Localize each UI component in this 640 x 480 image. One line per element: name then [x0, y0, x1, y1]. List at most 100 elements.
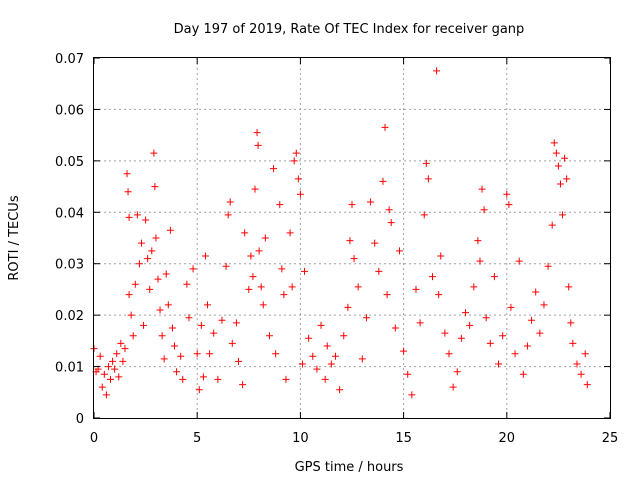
axis-ticks — [93, 57, 611, 419]
y-tick-label: 0 — [76, 412, 84, 427]
data-point — [111, 365, 119, 373]
data-point — [278, 265, 286, 273]
data-point — [424, 175, 432, 183]
data-point — [170, 342, 178, 350]
data-point — [400, 347, 408, 355]
data-point — [511, 350, 519, 358]
data-point — [214, 375, 222, 383]
data-point — [104, 363, 112, 371]
data-point — [381, 123, 389, 131]
data-point — [367, 198, 375, 206]
data-point — [346, 237, 354, 245]
grid — [94, 58, 610, 418]
data-point — [466, 321, 474, 329]
data-point — [569, 339, 577, 347]
data-point — [354, 283, 362, 291]
data-point — [102, 391, 110, 399]
y-tick-label: 0.07 — [55, 52, 84, 67]
data-point — [197, 321, 205, 329]
data-point — [350, 255, 358, 263]
data-point — [255, 247, 263, 255]
data-point — [528, 316, 536, 324]
data-point — [142, 216, 150, 224]
data-point — [265, 332, 273, 340]
data-point — [495, 360, 503, 368]
data-point — [445, 350, 453, 358]
data-point — [420, 211, 428, 219]
data-point — [228, 339, 236, 347]
data-point — [290, 157, 298, 165]
x-tick-label: 0 — [90, 431, 98, 446]
data-point — [573, 360, 581, 368]
data-point — [313, 365, 321, 373]
data-point — [119, 357, 127, 365]
data-point — [336, 386, 344, 394]
scatter-series — [90, 67, 591, 399]
data-point — [548, 221, 556, 229]
data-point — [296, 190, 304, 198]
data-point — [282, 375, 290, 383]
data-point — [561, 154, 569, 162]
x-tick-label: 15 — [395, 431, 412, 446]
data-point — [565, 283, 573, 291]
data-point — [253, 129, 261, 137]
data-point — [449, 383, 457, 391]
data-point — [224, 211, 232, 219]
data-point — [185, 314, 193, 322]
data-point — [321, 375, 329, 383]
data-point — [96, 352, 104, 360]
data-point — [148, 247, 156, 255]
data-point — [127, 311, 135, 319]
data-point — [226, 198, 234, 206]
data-point — [292, 149, 300, 157]
data-point — [121, 345, 129, 353]
data-point — [331, 352, 339, 360]
x-tick-label: 10 — [292, 431, 309, 446]
data-point — [327, 360, 335, 368]
data-point — [552, 149, 560, 157]
data-point — [259, 301, 267, 309]
data-point — [288, 283, 296, 291]
data-point — [462, 309, 470, 317]
data-point — [286, 229, 294, 237]
data-point — [222, 262, 230, 270]
data-point — [387, 219, 395, 227]
chart-title: Day 197 of 2019, Rate Of TEC Index for r… — [174, 22, 525, 37]
data-point — [550, 139, 558, 147]
data-point — [577, 370, 585, 378]
data-point — [499, 332, 507, 340]
data-point — [254, 141, 262, 149]
data-point — [168, 324, 176, 332]
data-point — [270, 165, 278, 173]
data-point — [556, 180, 564, 188]
data-point — [554, 162, 562, 170]
data-point — [179, 375, 187, 383]
data-point — [280, 291, 288, 299]
data-point — [166, 226, 174, 234]
data-point — [272, 350, 280, 358]
data-point — [375, 267, 383, 275]
data-point — [125, 213, 133, 221]
data-point — [199, 373, 207, 381]
data-point — [358, 355, 366, 363]
data-point — [490, 273, 498, 281]
data-point — [519, 370, 527, 378]
data-point — [98, 383, 106, 391]
data-point — [204, 301, 212, 309]
data-point — [441, 329, 449, 337]
data-point — [123, 170, 131, 178]
data-point — [210, 329, 218, 337]
data-point — [317, 321, 325, 329]
x-axis-label: GPS time / hours — [295, 460, 404, 475]
data-point — [385, 206, 393, 214]
data-point — [305, 334, 313, 342]
data-point — [249, 273, 257, 281]
data-point — [323, 342, 331, 350]
data-point — [251, 185, 259, 193]
data-point — [470, 283, 478, 291]
x-tick-label: 25 — [602, 431, 619, 446]
data-point — [261, 234, 269, 242]
data-point — [146, 285, 154, 293]
data-point — [129, 332, 137, 340]
data-point — [232, 319, 240, 327]
